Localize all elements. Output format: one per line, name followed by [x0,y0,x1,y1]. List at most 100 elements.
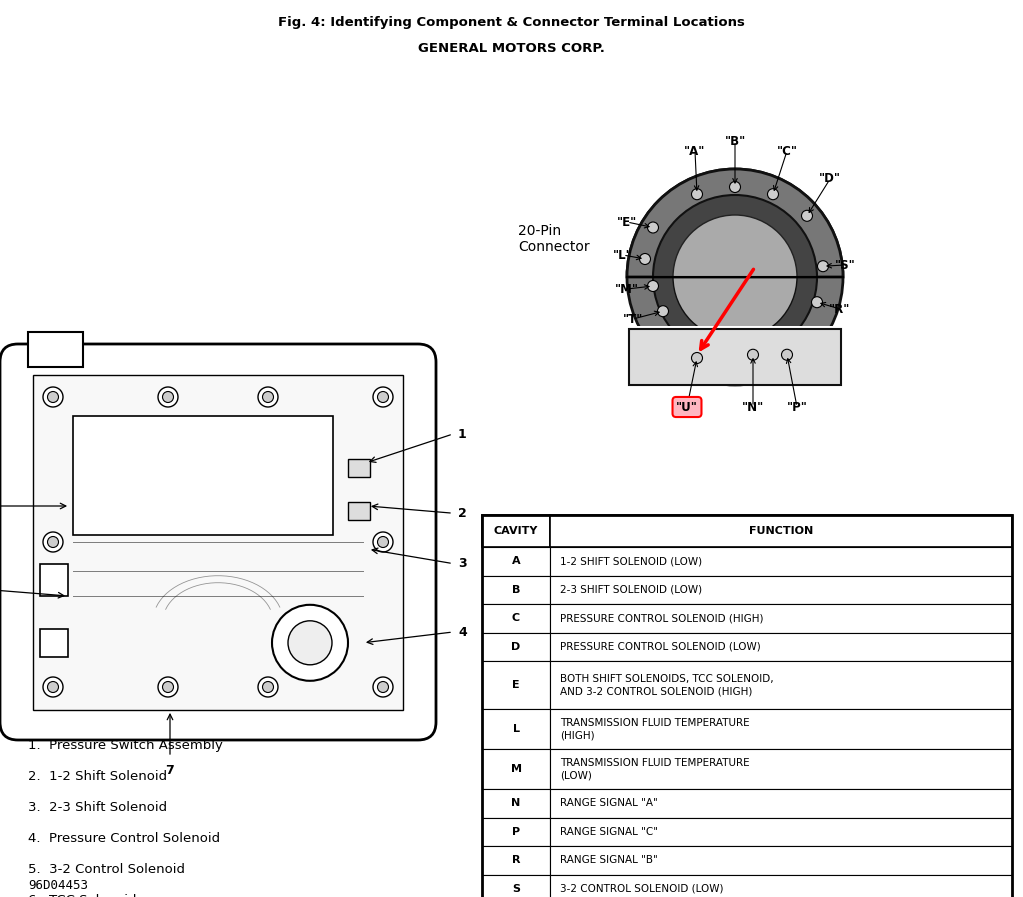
Text: "L": "L" [613,248,633,262]
Text: PRESSURE CONTROL SOLENOID (HIGH): PRESSURE CONTROL SOLENOID (HIGH) [560,614,763,623]
Circle shape [658,306,668,317]
Text: "B": "B" [724,135,746,147]
Text: "N": "N" [742,400,764,414]
Bar [627,326,843,385]
Circle shape [748,349,758,361]
Circle shape [627,169,843,385]
FancyBboxPatch shape [482,817,550,846]
Text: C: C [512,614,520,623]
Circle shape [163,682,174,692]
Circle shape [263,682,273,692]
FancyBboxPatch shape [482,604,550,632]
Text: E: E [513,680,520,690]
FancyBboxPatch shape [482,515,550,547]
FancyBboxPatch shape [550,789,1012,817]
Text: "D": "D" [819,172,841,186]
FancyBboxPatch shape [550,749,1012,789]
Text: "M": "M" [615,283,639,295]
Text: S: S [512,884,520,893]
Text: "C": "C" [776,144,798,158]
FancyBboxPatch shape [482,709,550,749]
Circle shape [373,387,393,407]
Text: PRESSURE CONTROL SOLENOID (LOW): PRESSURE CONTROL SOLENOID (LOW) [560,641,761,652]
Text: 3-2 CONTROL SOLENOID (LOW): 3-2 CONTROL SOLENOID (LOW) [560,884,723,893]
Text: TRANSMISSION FLUID TEMPERATURE
(HIGH): TRANSMISSION FLUID TEMPERATURE (HIGH) [560,718,750,740]
Text: "A": "A" [684,144,706,158]
Text: 96D04453: 96D04453 [28,878,88,892]
Text: 2-3 SHIFT SOLENOID (LOW): 2-3 SHIFT SOLENOID (LOW) [560,585,702,595]
FancyBboxPatch shape [550,576,1012,604]
Text: RANGE SIGNAL "B": RANGE SIGNAL "B" [560,855,658,866]
FancyBboxPatch shape [482,632,550,661]
Wedge shape [673,215,797,277]
Text: 4.  Pressure Control Solenoid: 4. Pressure Control Solenoid [28,832,220,844]
Circle shape [258,677,278,697]
Text: R: R [512,855,521,866]
Circle shape [639,254,651,265]
FancyBboxPatch shape [550,817,1012,846]
Circle shape [158,387,178,407]
Text: RANGE SIGNAL "C": RANGE SIGNAL "C" [560,827,658,837]
Circle shape [377,682,389,692]
Circle shape [817,261,829,272]
Circle shape [43,677,63,697]
FancyBboxPatch shape [40,629,68,658]
FancyBboxPatch shape [550,515,1012,547]
Circle shape [377,391,389,403]
Circle shape [673,215,797,339]
Wedge shape [627,169,843,277]
Text: 1.  Pressure Switch Assembly: 1. Pressure Switch Assembly [28,738,223,752]
Text: FUNCTION: FUNCTION [749,526,813,536]
Circle shape [648,222,659,233]
Circle shape [258,387,278,407]
Circle shape [801,210,812,222]
Circle shape [43,387,63,407]
FancyBboxPatch shape [28,332,83,367]
Circle shape [653,195,817,359]
FancyBboxPatch shape [482,576,550,604]
Circle shape [377,536,389,547]
Text: "E": "E" [617,215,637,229]
Circle shape [158,677,178,697]
Text: M: M [510,764,522,774]
Circle shape [43,532,63,552]
Circle shape [648,281,659,292]
Text: P: P [512,827,520,837]
Circle shape [263,391,273,403]
Text: 3.  2-3 Shift Solenoid: 3. 2-3 Shift Solenoid [28,800,167,814]
FancyBboxPatch shape [550,875,1012,897]
FancyBboxPatch shape [550,846,1012,875]
FancyBboxPatch shape [482,749,550,789]
Text: RANGE SIGNAL "A": RANGE SIGNAL "A" [560,798,658,808]
Text: 4: 4 [458,625,466,639]
FancyBboxPatch shape [482,789,550,817]
FancyBboxPatch shape [550,632,1012,661]
FancyBboxPatch shape [0,344,436,740]
Wedge shape [653,195,817,277]
FancyBboxPatch shape [550,709,1012,749]
Circle shape [272,605,348,681]
Text: 5.  3-2 Control Solenoid: 5. 3-2 Control Solenoid [28,863,185,875]
Text: "R": "R" [830,302,851,316]
Text: N: N [512,798,521,808]
Circle shape [729,181,741,193]
Text: GENERAL MOTORS CORP.: GENERAL MOTORS CORP. [418,41,605,55]
Circle shape [782,349,793,361]
FancyBboxPatch shape [348,502,370,520]
Circle shape [373,532,393,552]
Text: "P": "P" [787,400,807,414]
Text: TRANSMISSION FLUID TEMPERATURE
(LOW): TRANSMISSION FLUID TEMPERATURE (LOW) [560,758,750,780]
Text: D: D [512,641,521,652]
Circle shape [47,536,58,547]
Text: CAVITY: CAVITY [494,526,538,536]
Text: 1-2 SHIFT SOLENOID (LOW): 1-2 SHIFT SOLENOID (LOW) [560,556,702,566]
FancyBboxPatch shape [629,329,841,385]
Text: 6.  TCC Solenoid: 6. TCC Solenoid [28,893,136,897]
FancyBboxPatch shape [73,416,333,535]
Circle shape [163,391,174,403]
Text: 3: 3 [458,557,466,570]
Text: 2: 2 [458,507,466,519]
Circle shape [767,188,779,200]
Circle shape [47,682,58,692]
Text: L: L [513,724,520,734]
